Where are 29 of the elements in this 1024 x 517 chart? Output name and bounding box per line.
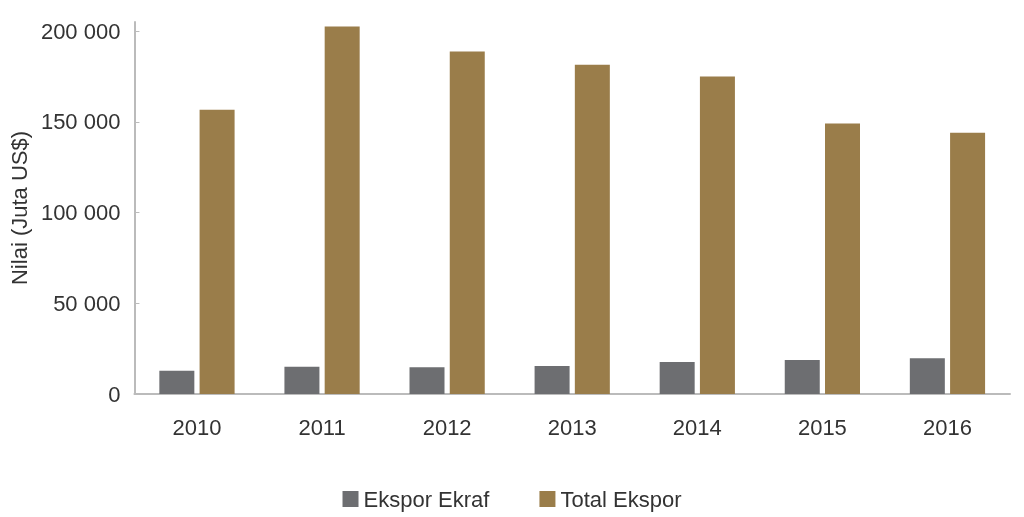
x-tick-label: 2013 <box>547 414 597 440</box>
bar <box>534 366 570 394</box>
bar <box>659 362 695 394</box>
x-tick-label: 2011 <box>298 414 346 440</box>
y-tick-label: 200 000 <box>40 18 121 44</box>
bar <box>574 64 610 394</box>
bar <box>284 366 320 394</box>
legend-label: Total Ekspor <box>560 486 682 512</box>
bar <box>449 51 485 394</box>
legend-label: Ekspor Ekraf <box>363 486 491 512</box>
bar <box>825 123 860 394</box>
x-tick-label: 2014 <box>672 414 722 440</box>
bar <box>950 132 986 394</box>
y-tick-label: 150 000 <box>40 109 121 135</box>
y-tick-label: 100 000 <box>40 200 121 226</box>
bar <box>784 359 820 394</box>
y-tick-label: 50 000 <box>53 290 121 316</box>
x-tick-label: 2015 <box>797 414 847 440</box>
bar <box>324 26 360 394</box>
x-tick-label: 2010 <box>172 414 222 440</box>
y-tick-label: 0 <box>108 381 121 407</box>
bar <box>909 358 945 394</box>
y-axis-title: Nilai (Juta US$) <box>6 130 32 286</box>
x-tick-label: 2012 <box>422 414 472 440</box>
bar <box>199 109 235 394</box>
bar <box>159 370 195 394</box>
x-tick-label: 2016 <box>922 414 972 440</box>
bar <box>699 76 735 394</box>
bar <box>409 367 445 394</box>
